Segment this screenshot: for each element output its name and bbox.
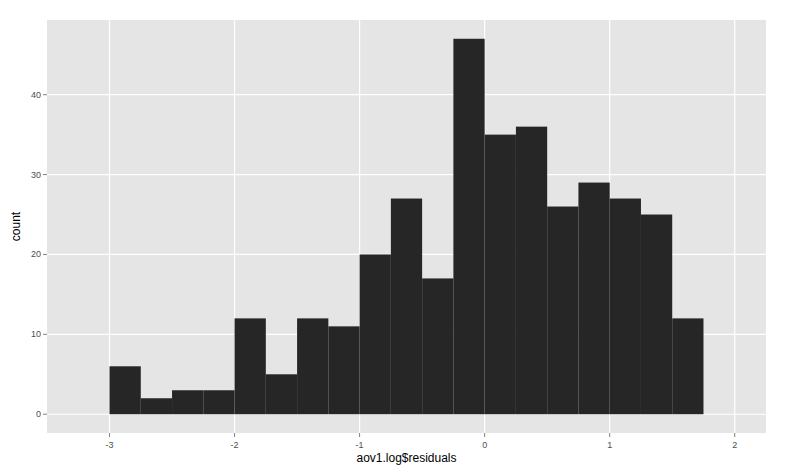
bar — [235, 318, 266, 414]
tick-label: 40 — [31, 90, 41, 100]
tick — [359, 433, 360, 437]
bar — [485, 135, 516, 415]
bar — [328, 326, 359, 414]
tick — [43, 254, 47, 255]
tick — [43, 414, 47, 415]
tick — [234, 433, 235, 437]
bar — [641, 215, 672, 415]
tick — [43, 174, 47, 175]
tick-label: 30 — [31, 170, 41, 180]
x-axis-label: aov1.log$residuals — [356, 451, 456, 465]
bar — [110, 366, 141, 414]
grid-line — [734, 20, 735, 433]
bar — [203, 390, 234, 414]
bar — [422, 278, 453, 414]
tick-label: 10 — [31, 329, 41, 339]
bar — [547, 207, 578, 415]
tick — [484, 433, 485, 437]
bar — [516, 127, 547, 415]
bar — [297, 318, 328, 414]
bar — [141, 398, 172, 414]
bar — [391, 199, 422, 415]
bar — [578, 183, 609, 415]
bar — [172, 390, 203, 414]
tick-label: 0 — [36, 409, 41, 419]
grid-line — [47, 174, 766, 175]
tick-label: -3 — [106, 440, 114, 450]
tick-label: 20 — [31, 249, 41, 259]
tick-label: -2 — [231, 440, 239, 450]
tick — [609, 433, 610, 437]
y-axis-label: count — [9, 211, 23, 241]
grid-line — [47, 94, 766, 95]
tick-label: 1 — [607, 440, 612, 450]
chart: -3-2-1012010203040aov1.log$residualscoun… — [0, 0, 786, 476]
tick-label: -1 — [356, 440, 364, 450]
bar — [453, 39, 484, 414]
plot-background — [47, 20, 766, 433]
tick — [734, 433, 735, 437]
tick-label: 0 — [482, 440, 487, 450]
tick — [43, 94, 47, 95]
bar — [266, 374, 297, 414]
bar — [360, 254, 391, 414]
bar — [610, 199, 641, 415]
bars — [110, 39, 704, 414]
bar — [672, 318, 703, 414]
tick — [109, 433, 110, 437]
tick — [43, 334, 47, 335]
tick-label: 2 — [732, 440, 737, 450]
